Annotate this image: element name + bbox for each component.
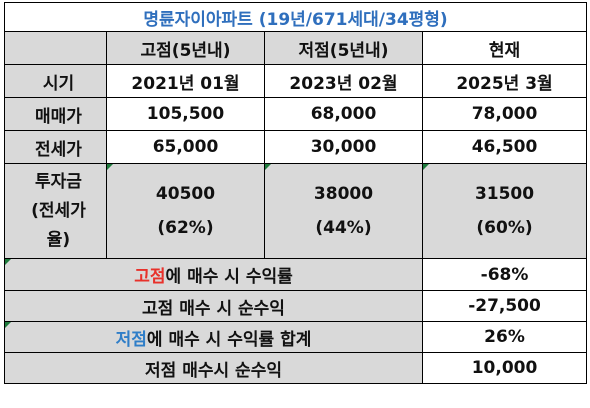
- invest-label-line-3: 율): [46, 229, 71, 250]
- table-title: 명륜자이아파트 (19년/671세대/34평형): [3, 2, 588, 32]
- price-table: 명륜자이아파트 (19년/671세대/34평형) 고점(5년내) 저점(5년내)…: [3, 2, 588, 384]
- cell-invest-low: 38000 (44%): [264, 163, 423, 259]
- cell-sale-high: 105,500: [106, 97, 265, 131]
- cell-period-high: 2021년 01월: [106, 64, 265, 98]
- row-label-jeonse: 전세가: [4, 130, 107, 164]
- row-label-sale: 매매가: [4, 97, 107, 131]
- invest-now-ratio: (60%): [476, 218, 533, 238]
- summary-rest-2: 에 매수 시 수익률 합계: [146, 329, 312, 350]
- invest-label-line-2: (전세가: [31, 200, 86, 221]
- header-high: 고점(5년내): [106, 31, 265, 65]
- summary-label-0: 고점에 매수 시 수익률: [4, 258, 423, 291]
- invest-low-amount: 38000: [313, 184, 374, 204]
- header-now: 현재: [421, 31, 588, 65]
- invest-low-ratio: (44%): [315, 218, 372, 238]
- summary-value-0: -68%: [421, 258, 588, 291]
- cell-invest-now: 31500 (60%): [421, 163, 588, 259]
- summary-value-2: 26%: [421, 321, 588, 353]
- cell-jeonse-low: 30,000: [264, 130, 423, 164]
- header-low: 저점(5년내): [264, 31, 423, 65]
- invest-label-line-1: 투자금: [35, 171, 82, 192]
- row-label-period: 시기: [4, 64, 107, 98]
- summary-value-3: 10,000: [421, 352, 588, 384]
- cell-period-now: 2025년 3월: [421, 64, 588, 98]
- summary-rest-1: 고점 매수 시 순수익: [142, 298, 285, 319]
- summary-value-1: -27,500: [421, 290, 588, 322]
- cell-sale-now: 78,000: [421, 97, 588, 131]
- summary-prefix-0: 고점: [134, 267, 166, 287]
- cell-sale-low: 68,000: [264, 97, 423, 131]
- summary-label-1: 고점 매수 시 순수익: [4, 290, 423, 322]
- summary-rest-3: 저점 매수시 순수익: [145, 360, 282, 381]
- cell-invest-high: 40500 (62%): [106, 163, 265, 259]
- header-empty-cell: [4, 31, 107, 65]
- summary-label-2: 저점에 매수 시 수익률 합계: [4, 321, 423, 353]
- summary-label-3: 저점 매수시 순수익: [4, 352, 423, 384]
- invest-now-amount: 31500: [474, 184, 535, 204]
- cell-jeonse-high: 65,000: [106, 130, 265, 164]
- invest-high-amount: 40500: [155, 184, 216, 204]
- row-label-invest: 투자금 (전세가 율): [4, 163, 107, 259]
- cell-jeonse-now: 46,500: [421, 130, 588, 164]
- invest-high-ratio: (62%): [157, 218, 214, 238]
- summary-prefix-2: 저점: [115, 329, 147, 350]
- summary-rest-0: 에 매수 시 수익률: [165, 267, 293, 287]
- cell-period-low: 2023년 02월: [264, 64, 423, 98]
